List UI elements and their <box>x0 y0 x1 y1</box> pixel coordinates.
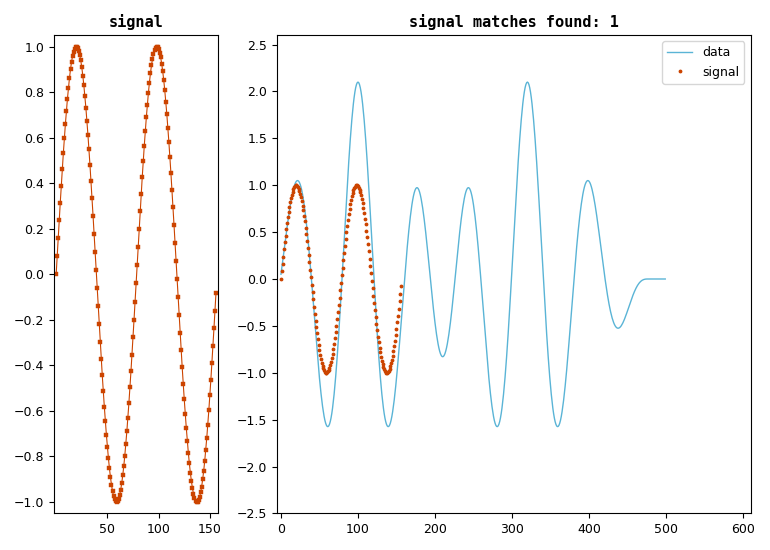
data <box>653 276 662 282</box>
signal <box>309 296 318 303</box>
Legend: data, signal: data, signal <box>662 41 745 84</box>
signal <box>280 239 290 246</box>
Title: signal: signal <box>109 14 163 30</box>
signal <box>321 369 330 376</box>
Line: data: data <box>281 82 665 427</box>
signal <box>397 283 406 290</box>
signal <box>346 197 356 204</box>
data <box>661 276 670 282</box>
data <box>353 79 363 85</box>
data <box>460 192 470 199</box>
data <box>507 279 516 285</box>
signal <box>375 344 384 351</box>
signal <box>276 276 286 282</box>
data <box>486 390 495 397</box>
signal <box>322 370 331 376</box>
Line: signal: signal <box>279 183 403 375</box>
Title: signal matches found: 1: signal matches found: 1 <box>409 14 619 30</box>
data <box>463 185 472 192</box>
data <box>276 271 286 278</box>
signal <box>352 182 361 189</box>
data <box>323 424 333 430</box>
signal <box>283 219 292 226</box>
data <box>593 218 602 224</box>
